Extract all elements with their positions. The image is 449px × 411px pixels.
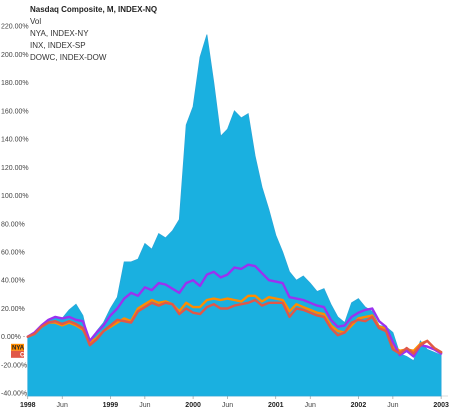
series-badge-dowc <box>11 350 24 358</box>
y-tick-label: 40.00% <box>1 278 25 285</box>
y-tick-label: 220.00% <box>1 24 29 31</box>
x-tick-label: Jun <box>139 402 150 409</box>
legend-entry-inx[interactable]: INX, INDEX-SP <box>30 41 86 50</box>
legend: Nasdaq Composite, M, INDEX-NQ Vol NYA, I… <box>30 4 157 64</box>
x-tick-label: 2002 <box>351 402 367 409</box>
x-tick-label: 2000 <box>185 402 201 409</box>
y-tick-label: -20.00% <box>1 362 27 369</box>
x-tick-label: Jun <box>387 402 398 409</box>
x-tick-label: Jun <box>222 402 233 409</box>
series-badge-nya-label: NYA <box>12 345 25 351</box>
y-tick-label: 200.00% <box>1 52 29 59</box>
y-tick-label: 60.00% <box>1 250 25 257</box>
y-tick-label: 120.00% <box>1 165 29 172</box>
legend-entry-nya[interactable]: NYA, INDEX-NY <box>30 29 89 38</box>
y-tick-label: -40.00% <box>1 391 27 398</box>
x-tick-label: Jun <box>57 402 68 409</box>
y-tick-label: 100.00% <box>1 193 29 200</box>
series-badge-nya <box>11 343 24 351</box>
x-axis: 1998 Jun 1999 Jun 2000 Jun 2001 Jun 2002 Jun 2003 <box>20 395 449 409</box>
y-tick-label: 80.00% <box>1 221 25 228</box>
x-tick-label: 1998 <box>20 402 36 409</box>
series-area-nasdaq-composite <box>27 34 442 397</box>
x-tick-label: 2003 <box>433 402 449 409</box>
y-tick-label: 20.00% <box>1 306 25 313</box>
y-tick-label: 140.00% <box>1 137 29 144</box>
legend-entry-dowc[interactable]: DOWC, INDEX-DOW <box>30 53 107 62</box>
series-line-dowc[interactable] <box>26 298 443 355</box>
x-tick-label: Jun <box>305 402 316 409</box>
y-tick-label: 180.00% <box>1 80 29 87</box>
x-tick-label: 2001 <box>268 402 284 409</box>
series-badge-dowc-label: C <box>20 352 25 358</box>
series-line-inx[interactable] <box>26 263 443 358</box>
y-tick-label: 0.00% <box>1 334 21 341</box>
legend-entry-vol[interactable]: Vol <box>30 17 42 26</box>
x-tick-label: 1999 <box>103 402 119 409</box>
y-axis: -40.00% -20.00% 0.00% 20.00% 40.00% 60.00% 80.… <box>1 24 29 398</box>
chart-title: Nasdaq Composite, M, INDEX-NQ <box>30 5 158 14</box>
plot-area <box>26 34 443 397</box>
y-tick-label: 160.00% <box>1 108 29 115</box>
